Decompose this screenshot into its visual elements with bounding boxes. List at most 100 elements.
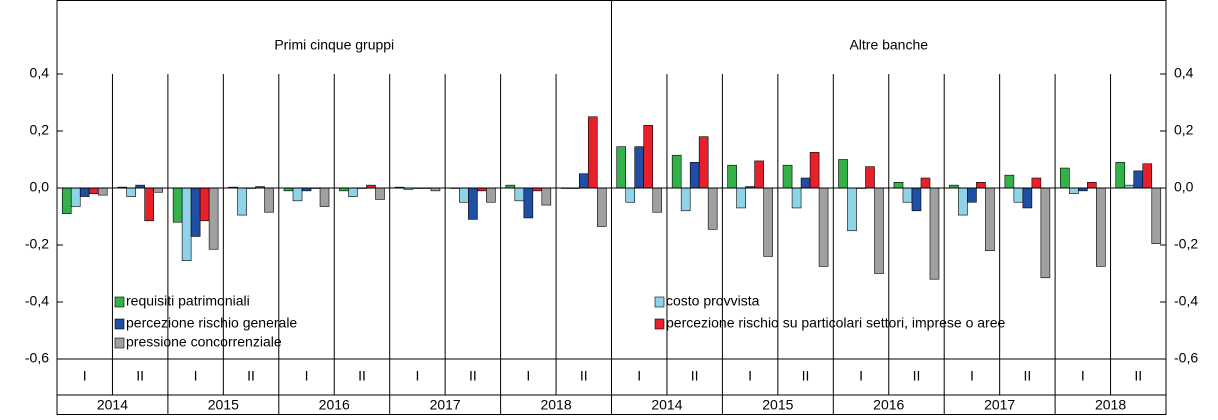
x-tick-label: II xyxy=(691,368,699,384)
x-tick-label: II xyxy=(1023,368,1031,384)
year-label: 2017 xyxy=(984,397,1015,413)
bar xyxy=(61,187,72,214)
bar xyxy=(514,187,525,202)
x-tick-label: II xyxy=(802,368,810,384)
legend-label: percezione rischio su particolari settor… xyxy=(666,315,1005,331)
bar xyxy=(874,187,884,274)
year-label: 2014 xyxy=(651,397,682,413)
bar xyxy=(79,187,90,197)
legend-swatch xyxy=(114,318,125,330)
y-tick-label: 0,0 xyxy=(30,179,50,195)
bar xyxy=(680,187,691,212)
bar xyxy=(976,182,986,189)
year-label: 2016 xyxy=(319,397,350,413)
bar xyxy=(468,187,478,220)
bar xyxy=(190,187,201,237)
bar xyxy=(88,187,99,194)
year-label: 2015 xyxy=(762,397,793,413)
bar xyxy=(800,177,811,189)
bar xyxy=(578,173,589,189)
y-tick-label: 0,4 xyxy=(30,65,50,81)
bar xyxy=(1040,187,1051,279)
bar xyxy=(153,187,163,193)
legend-label: percezione rischio generale xyxy=(126,315,297,331)
year-label: 2015 xyxy=(208,397,239,413)
bar xyxy=(727,164,737,189)
legend-swatch xyxy=(654,296,665,308)
bar xyxy=(707,187,718,230)
y-tick-label: 0,2 xyxy=(30,122,50,138)
bar xyxy=(375,187,385,200)
bar xyxy=(348,187,358,197)
bar xyxy=(1087,182,1097,189)
x-tick-label: I xyxy=(637,368,641,384)
bar xyxy=(847,187,857,232)
bar xyxy=(671,154,682,189)
bar xyxy=(1031,177,1042,189)
year-label: 2016 xyxy=(873,397,904,413)
bar xyxy=(1115,162,1126,189)
bar xyxy=(181,187,192,261)
x-tick-label: I xyxy=(526,368,530,384)
x-tick-label: II xyxy=(1134,368,1142,384)
panel-title: Primi cinque gruppi xyxy=(274,37,394,53)
bar xyxy=(587,116,598,189)
bar xyxy=(911,187,922,212)
x-tick-label: I xyxy=(748,368,752,384)
bar xyxy=(689,162,700,189)
bar xyxy=(1069,187,1079,194)
x-tick-label: II xyxy=(358,368,366,384)
bar xyxy=(958,187,968,216)
y-tick-label: -0,2 xyxy=(1174,236,1198,252)
y-tick-label: -0,2 xyxy=(25,236,49,252)
bar xyxy=(736,187,746,209)
bar xyxy=(902,187,913,203)
legend-swatch xyxy=(114,337,125,349)
y-tick-label: 0,4 xyxy=(1174,65,1194,81)
year-label: 2014 xyxy=(97,397,128,413)
bar xyxy=(763,187,773,257)
legend-label: requisiti patrimoniali xyxy=(126,293,250,309)
bar xyxy=(643,125,654,189)
bar xyxy=(616,146,627,189)
bar xyxy=(698,136,709,189)
x-tick-label: I xyxy=(859,368,863,384)
y-tick-label: -0,6 xyxy=(25,350,49,366)
year-label: 2017 xyxy=(430,397,461,413)
bar xyxy=(929,187,940,280)
bar xyxy=(237,187,247,216)
y-tick-label: 0,0 xyxy=(1174,179,1194,195)
bar xyxy=(1096,187,1106,267)
year-label: 2018 xyxy=(540,397,571,413)
bar xyxy=(144,187,154,222)
bar xyxy=(1142,163,1153,189)
bar xyxy=(920,177,931,189)
bar xyxy=(754,160,764,189)
legend-label: costo provvista xyxy=(666,293,760,309)
bar xyxy=(126,187,136,197)
bar xyxy=(985,187,995,252)
bar xyxy=(486,187,496,203)
bar xyxy=(1022,187,1033,209)
x-tick-label: II xyxy=(580,368,588,384)
x-tick-label: II xyxy=(913,368,921,384)
bar xyxy=(541,187,552,206)
year-label: 2018 xyxy=(1095,397,1126,413)
y-tick-label: -0,6 xyxy=(1174,350,1198,366)
legend-label: pressione concorrenziale xyxy=(126,334,282,350)
bar xyxy=(652,187,663,213)
x-tick-label: I xyxy=(83,368,87,384)
bar xyxy=(782,164,793,189)
x-tick-label: I xyxy=(1081,368,1085,384)
bar xyxy=(292,187,303,202)
bar xyxy=(1151,187,1162,244)
bar xyxy=(865,166,875,189)
panel-title: Altre banche xyxy=(849,37,928,53)
bar xyxy=(172,187,183,223)
x-tick-label: I xyxy=(415,368,419,384)
x-tick-label: II xyxy=(247,368,255,384)
bar xyxy=(625,187,636,203)
x-tick-label: I xyxy=(305,368,309,384)
bar xyxy=(596,187,607,227)
